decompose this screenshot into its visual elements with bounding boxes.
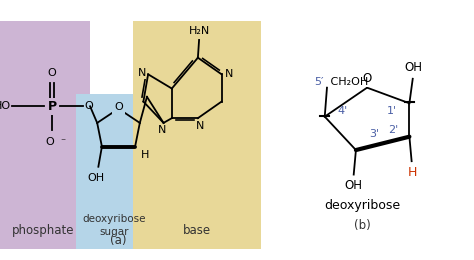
Text: (a): (a) xyxy=(110,234,127,247)
Text: deoxyribose: deoxyribose xyxy=(325,199,401,212)
Text: O: O xyxy=(48,68,56,78)
Bar xyxy=(0,21,90,249)
Text: 2': 2' xyxy=(388,125,398,135)
Text: 4': 4' xyxy=(337,106,347,116)
Text: H: H xyxy=(408,166,418,179)
Text: deoxyribose
sugar: deoxyribose sugar xyxy=(82,214,146,237)
Text: O: O xyxy=(46,137,54,147)
Text: P: P xyxy=(47,100,57,113)
Text: 1': 1' xyxy=(387,106,397,116)
Text: phosphate: phosphate xyxy=(11,224,74,237)
Text: HO: HO xyxy=(0,101,11,111)
Text: H: H xyxy=(141,150,149,160)
Text: OH: OH xyxy=(405,61,423,74)
Text: OH: OH xyxy=(87,173,105,183)
Text: H₂N: H₂N xyxy=(189,26,210,36)
Text: O: O xyxy=(363,73,372,86)
Text: N: N xyxy=(137,68,146,78)
Text: O: O xyxy=(114,102,123,113)
Text: 5′: 5′ xyxy=(314,77,324,87)
Text: CH₂OH: CH₂OH xyxy=(327,77,368,87)
Text: 3': 3' xyxy=(369,129,379,139)
Text: N: N xyxy=(158,125,166,135)
Bar xyxy=(133,21,261,249)
Bar xyxy=(76,94,147,249)
Text: (b): (b) xyxy=(354,219,371,232)
Text: OH: OH xyxy=(345,179,363,192)
Text: ⁻: ⁻ xyxy=(61,137,65,147)
Text: N: N xyxy=(225,69,234,79)
Text: base: base xyxy=(182,224,211,237)
Text: N: N xyxy=(196,121,204,131)
Text: O: O xyxy=(84,101,93,111)
